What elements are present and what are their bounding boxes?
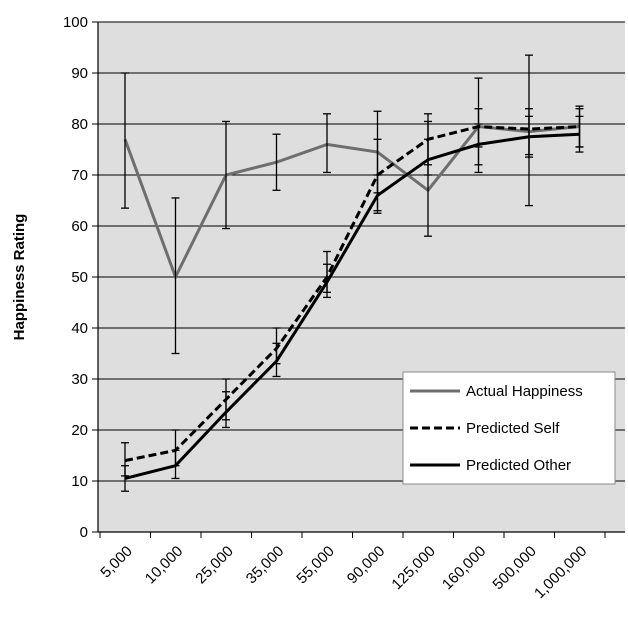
- series-layer: [121, 54, 584, 492]
- legend: Actual Happiness Predicted Self Predicte…: [402, 371, 616, 485]
- x-tick-label: 5,000: [97, 543, 136, 582]
- error-bar: [525, 115, 533, 158]
- y-axis-ticks: 0 10 20 30 40 50 60 70 80 90 100: [63, 14, 98, 541]
- error-bar: [424, 138, 432, 176]
- x-tick-label: 35,000: [243, 543, 287, 587]
- x-tick-label: 500,000: [489, 543, 539, 593]
- legend-label-actual: Actual Happiness: [466, 383, 583, 400]
- error-bar: [272, 342, 281, 378]
- error-bar: [373, 174, 382, 214]
- y-tick-label: 30: [71, 371, 88, 388]
- x-tick-label: 10,000: [142, 543, 186, 587]
- series-line: [124, 125, 580, 463]
- y-tick-label: 0: [80, 524, 88, 541]
- error-bar: [575, 115, 584, 153]
- series-2: [121, 115, 584, 492]
- legend-label-self: Predicted Self: [466, 420, 560, 437]
- error-bar: [323, 113, 331, 174]
- y-tick-label: 20: [71, 422, 88, 439]
- error-bar: [222, 120, 230, 230]
- y-tick-label: 80: [71, 116, 88, 133]
- error-bar: [474, 123, 483, 166]
- x-tick-label: 160,000: [439, 543, 489, 593]
- error-bar: [171, 449, 180, 480]
- x-tick-label: 90,000: [344, 543, 388, 587]
- error-bar: [323, 263, 331, 299]
- legend-label-other: Predicted Other: [466, 457, 571, 474]
- y-axis-title: Happiness Rating: [11, 214, 28, 341]
- x-tick-label: 55,000: [293, 543, 337, 587]
- series-line: [124, 132, 580, 480]
- y-tick-label: 40: [71, 320, 88, 337]
- gridlines: [98, 21, 625, 482]
- error-bar: [222, 391, 230, 429]
- y-tick-label: 90: [71, 65, 88, 82]
- y-tick-label: 10: [71, 473, 88, 490]
- x-axis-ticks: 5,000 10,000 25,000 35,000 55,000 90,000 125,0…: [97, 532, 606, 602]
- error-bar: [171, 197, 180, 355]
- error-bar: [121, 465, 129, 492]
- y-tick-label: 60: [71, 218, 88, 235]
- x-tick-label: 25,000: [192, 543, 236, 587]
- x-tick-label: 1,000,000: [531, 543, 590, 602]
- error-bar: [272, 133, 281, 191]
- x-tick-label: 125,000: [388, 543, 438, 593]
- y-tick-label: 70: [71, 167, 88, 184]
- y-tick-label: 100: [63, 14, 88, 31]
- error-bar: [121, 72, 129, 209]
- y-tick-label: 50: [71, 269, 88, 286]
